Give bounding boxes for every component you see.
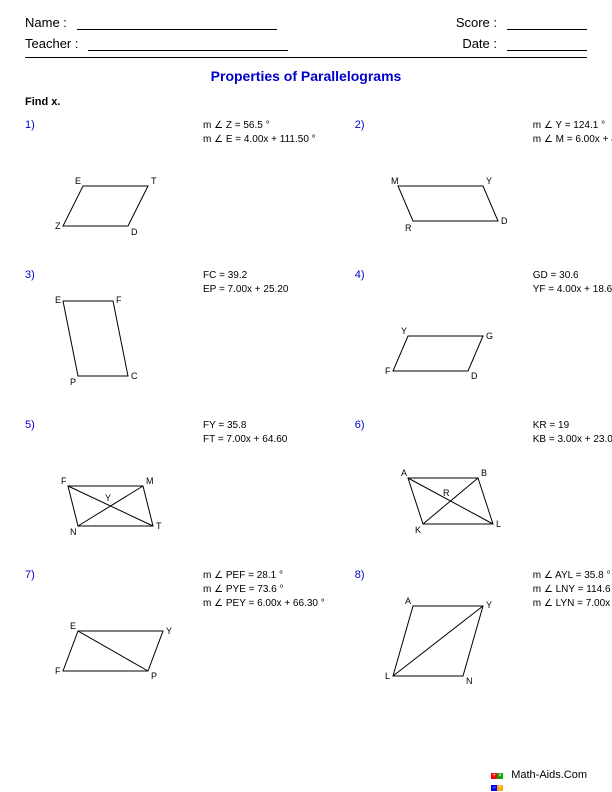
eq-line: FC = 39.2 (203, 269, 288, 283)
name-label: Name : (25, 15, 67, 30)
date-label: Date : (462, 36, 497, 51)
svg-text:D: D (471, 371, 478, 381)
svg-text:E: E (55, 295, 61, 305)
svg-text:Y: Y (486, 176, 492, 186)
svg-text:K: K (415, 525, 421, 535)
problem-6: 6) A B K L R KR = 19 KB = 3.00x + 23.00 (355, 416, 612, 556)
eq-line: m ∠ LYN = 7.00x + 1.60 ° (533, 597, 612, 611)
problem-1: 1) E T Z D m ∠ Z = 56.5 ° m ∠ E = 4.00x + … (25, 116, 325, 256)
eq-line: m ∠ LNY = 114.6 ° (533, 583, 612, 597)
score-blank (507, 16, 587, 30)
eq-line: KR = 19 (533, 419, 612, 433)
problem-number: 6) (355, 416, 373, 556)
eq-line: m ∠ AYL = 35.8 ° (533, 569, 612, 583)
svg-text:C: C (131, 371, 138, 381)
eq-line: FY = 35.8 (203, 419, 287, 433)
problem-4: 4) Y G F D GD = 30.6 YF = 4.00x + 18.60 (355, 266, 612, 406)
svg-text:Y: Y (486, 600, 492, 610)
problem-5: 5) F M N T Y FY = 35.8 FT = 7.00x + 64.60 (25, 416, 325, 556)
svg-text:A: A (401, 468, 407, 478)
eq-line: m ∠ PYE = 73.6 ° (203, 583, 325, 597)
eq-line: m ∠ M = 6.00x + 43.90 ° (533, 133, 612, 147)
problems-grid: 1) E T Z D m ∠ Z = 56.5 ° m ∠ E = 4.00x + … (25, 116, 587, 706)
eq-line: m ∠ PEY = 6.00x + 66.30 ° (203, 597, 325, 611)
problem-7: 7) E Y F P m ∠ PEF = 28.1 ° m ∠ PYE = 73.6… (25, 566, 325, 706)
eq-line: GD = 30.6 (533, 269, 612, 283)
svg-text:Y: Y (401, 326, 407, 336)
teacher-blank (88, 37, 288, 51)
eq-line: KB = 3.00x + 23.00 (533, 433, 612, 447)
eq-line: m ∠ PEF = 28.1 ° (203, 569, 325, 583)
svg-text:F: F (61, 476, 67, 486)
score-label: Score : (456, 15, 497, 30)
footer: +×−÷ Math-Aids.Com (491, 768, 587, 782)
eq-line: FT = 7.00x + 64.60 (203, 433, 287, 447)
svg-text:Y: Y (166, 626, 172, 636)
instruction: Find x. (25, 96, 587, 108)
svg-text:D: D (501, 216, 508, 226)
parallelogram-2: M Y R D (383, 171, 513, 241)
svg-text:N: N (70, 527, 77, 537)
footer-text: Math-Aids.Com (511, 769, 587, 781)
svg-text:T: T (151, 176, 157, 186)
svg-text:R: R (443, 488, 450, 498)
svg-text:L: L (496, 519, 501, 529)
eq-line: YF = 4.00x + 18.60 (533, 283, 612, 297)
svg-text:L: L (385, 671, 390, 681)
parallelogram-8: A Y L N (383, 596, 503, 691)
svg-text:Y: Y (105, 493, 111, 503)
problem-8: 8) A Y L N m ∠ AYL = 35.8 ° m ∠ LNY = 114.… (355, 566, 612, 706)
svg-text:F: F (116, 295, 122, 305)
svg-text:P: P (70, 377, 76, 387)
svg-text:M: M (146, 476, 154, 486)
problem-number: 8) (355, 566, 373, 706)
parallelogram-4: Y G F D (383, 321, 503, 391)
problem-2: 2) M Y R D m ∠ Y = 124.1 ° m ∠ M = 6.00x +… (355, 116, 612, 256)
page-title: Properties of Parallelograms (25, 68, 587, 84)
problem-number: 7) (25, 566, 43, 706)
svg-text:T: T (156, 521, 162, 531)
name-blank (77, 16, 277, 30)
svg-text:R: R (405, 223, 412, 233)
eq-line: m ∠ E = 4.00x + 111.50 ° (203, 133, 316, 147)
parallelogram-7: E Y F P (53, 616, 183, 691)
problem-number: 2) (355, 116, 373, 256)
svg-text:N: N (466, 676, 473, 686)
svg-text:Z: Z (55, 221, 61, 231)
svg-text:F: F (385, 366, 391, 376)
problem-3: 3) E F P C FC = 39.2 EP = 7.00x + 25.20 (25, 266, 325, 406)
parallelogram-1: E T Z D (53, 171, 173, 241)
parallelogram-3: E F P C (53, 291, 153, 391)
svg-text:B: B (481, 468, 487, 478)
problem-number: 1) (25, 116, 43, 256)
svg-text:G: G (486, 331, 493, 341)
svg-text:M: M (391, 176, 399, 186)
svg-text:A: A (405, 596, 411, 606)
svg-text:E: E (70, 621, 76, 631)
eq-line: m ∠ Z = 56.5 ° (203, 119, 316, 133)
parallelogram-6: A B K L R (383, 466, 503, 541)
logo-icon: +×−÷ (491, 768, 505, 782)
teacher-label: Teacher : (25, 36, 78, 51)
date-blank (507, 37, 587, 51)
eq-line: EP = 7.00x + 25.20 (203, 283, 288, 297)
problem-number: 5) (25, 416, 43, 556)
problem-number: 4) (355, 266, 373, 406)
svg-text:D: D (131, 227, 138, 237)
problem-number: 3) (25, 266, 43, 406)
svg-text:P: P (151, 671, 157, 681)
parallelogram-5: F M N T Y (53, 471, 173, 541)
svg-text:F: F (55, 666, 61, 676)
eq-line: m ∠ Y = 124.1 ° (533, 119, 612, 133)
header-divider (25, 57, 587, 58)
svg-text:E: E (75, 176, 81, 186)
